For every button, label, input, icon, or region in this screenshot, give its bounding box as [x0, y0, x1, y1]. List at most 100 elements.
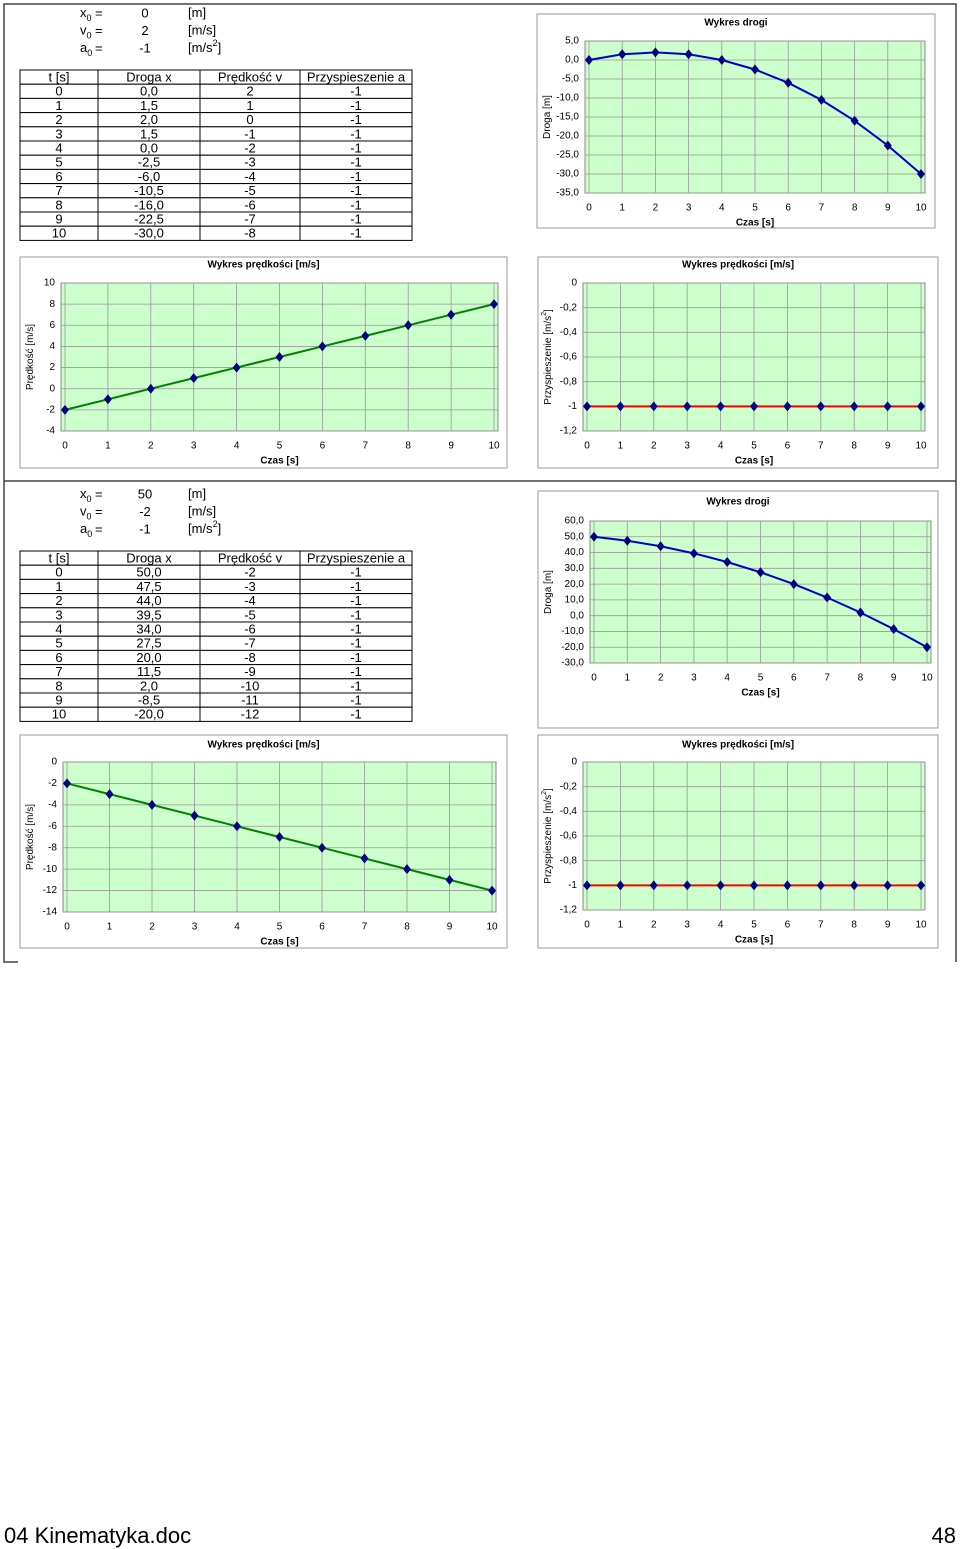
chart-title: Wykres drogi	[706, 497, 769, 508]
data-point	[404, 320, 413, 331]
table-cell-text: -1	[350, 707, 362, 722]
y-tick-label: -0,8	[560, 376, 578, 387]
table-cell-text: -11	[241, 693, 259, 708]
x-tick-label: 5	[277, 922, 283, 933]
x-tick-label: 0	[62, 441, 68, 452]
table-cell-text: -22,5	[134, 212, 164, 227]
y-tick-label: -1,2	[560, 426, 578, 437]
data-point	[850, 880, 859, 891]
table-cell-text: 4	[55, 622, 62, 637]
x-tick-label: 9	[891, 673, 897, 684]
x-tick-label: 9	[448, 441, 454, 452]
x-tick-label: 5	[277, 441, 283, 452]
data-point	[616, 880, 625, 891]
x-tick-label: 3	[691, 673, 697, 684]
data-point	[716, 880, 725, 891]
data-point	[233, 821, 241, 832]
x-tick-label: 2	[651, 920, 657, 931]
data-point	[816, 401, 825, 412]
x-tick-label: 1	[625, 673, 631, 684]
table-cell-text: -6	[244, 197, 256, 212]
data-point	[817, 94, 826, 105]
y-tick-label: -20,0	[556, 131, 579, 142]
table-cell-text: -1	[350, 664, 362, 679]
data-point	[784, 77, 793, 88]
table-cell-text: -2	[244, 565, 256, 580]
table-cell-text: -1	[350, 84, 362, 99]
data-point	[590, 531, 598, 542]
table-cell-text: 2,0	[140, 678, 158, 693]
table-cell-text: 3	[55, 607, 62, 622]
y-tick-label: -4	[46, 426, 55, 437]
y-label-text: Prędkość [m/s]	[25, 804, 36, 870]
table-cell-text: 0	[55, 565, 62, 580]
table-header: Prędkość v	[218, 551, 283, 566]
data-point	[232, 362, 241, 373]
table-cell-text: 1	[246, 98, 253, 113]
x-tick-label: 10	[915, 203, 927, 214]
table-cell-text: 50,0	[136, 565, 161, 580]
y-label-sup: 2	[541, 791, 548, 795]
table-cell-text: -1	[350, 169, 362, 184]
chart-title: Wykres prędkości [m/s]	[207, 740, 319, 751]
table-cell-text: 8	[55, 197, 62, 212]
y-tick-label: 40,0	[565, 547, 585, 558]
x-tick-label: 5	[751, 441, 757, 452]
table-cell-text: -3	[244, 579, 256, 594]
x-tick-label: 3	[684, 920, 690, 931]
x-axis-label: Czas [s]	[735, 456, 773, 467]
x-tick-label: 4	[234, 441, 240, 452]
unit-text: [m/s	[188, 521, 213, 536]
data-point	[361, 330, 370, 341]
data-point	[651, 47, 660, 58]
y-tick-label: -0,4	[560, 806, 578, 817]
x-axis-label: Czas [s]	[741, 688, 779, 699]
y-tick-label: 10	[44, 278, 56, 289]
y-tick-label: -35,0	[556, 188, 579, 199]
x-tick-label: 1	[618, 920, 624, 931]
y-tick-label: 50,0	[565, 531, 585, 542]
y-tick-label: 0	[51, 757, 57, 768]
table-cell-text: 7	[55, 664, 62, 679]
y-tick-label: -14	[43, 907, 58, 918]
data-point	[850, 115, 859, 126]
data-point	[649, 880, 658, 891]
x-tick-label: 10	[488, 441, 500, 452]
data-point	[750, 401, 758, 412]
y-tick-label: -25,0	[556, 150, 579, 161]
table-header: t [s]	[49, 70, 70, 85]
param-value: -1	[139, 40, 151, 55]
data-point	[923, 642, 931, 653]
data-point	[616, 401, 625, 412]
x-tick-label: 5	[751, 920, 757, 931]
data-point	[275, 352, 284, 362]
data-point	[61, 404, 69, 415]
table-cell-text: -8	[244, 650, 256, 665]
param-subscript: 0	[87, 13, 92, 23]
y-label-text: Droga [m]	[543, 570, 554, 614]
table-cell-text: -1	[350, 579, 362, 594]
x-tick-label: 6	[785, 441, 791, 452]
y-tick-label: 30,0	[565, 563, 585, 574]
param-eq: =	[95, 5, 103, 20]
data-point	[583, 880, 591, 891]
data-point	[917, 880, 925, 891]
param-value: 2	[141, 23, 148, 38]
data-point	[756, 567, 765, 578]
x-tick-label: 10	[921, 673, 933, 684]
table-cell-text: 2	[55, 593, 62, 608]
section-frame	[3, 481, 957, 963]
y-tick-label: 6	[49, 320, 55, 331]
y-tick-label: -0,8	[560, 855, 578, 866]
data-point	[883, 140, 892, 151]
table-cell-text: 2	[246, 84, 253, 99]
x-tick-label: 4	[718, 441, 724, 452]
data-point	[689, 548, 698, 559]
y-axis-label: Prędkość [m/s]	[25, 804, 36, 870]
param-unit: [m/s]	[188, 504, 216, 519]
data-point	[823, 592, 832, 603]
table-cell-text: 2	[55, 112, 62, 127]
table-cell-text: -1	[350, 650, 362, 665]
data-point	[883, 401, 892, 412]
